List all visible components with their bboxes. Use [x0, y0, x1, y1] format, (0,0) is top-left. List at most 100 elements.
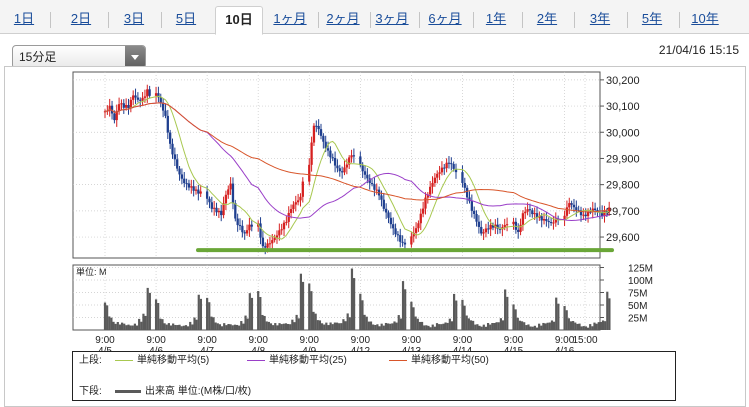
candle-body	[275, 235, 279, 238]
volume-bar	[248, 293, 251, 330]
volume-bar	[250, 297, 254, 330]
candle-body	[292, 204, 295, 210]
volume-bar	[144, 315, 147, 330]
candle-body	[310, 142, 313, 165]
volume-bar	[276, 325, 279, 330]
volume-bar	[363, 314, 366, 330]
volume-bar	[480, 326, 483, 330]
candle-body	[473, 210, 476, 215]
interval-select[interactable]: 15分足	[12, 45, 146, 69]
volume-bar	[589, 324, 592, 330]
candle-body	[227, 189, 230, 195]
volume-bar	[184, 325, 188, 330]
volume-bar	[138, 318, 141, 330]
volume-bar	[523, 322, 526, 330]
volume-bar	[246, 318, 249, 330]
candle-body	[350, 155, 353, 158]
candle-body	[421, 208, 425, 214]
candle-body	[380, 195, 383, 200]
volume-bar	[316, 320, 319, 330]
candle-body	[403, 242, 407, 245]
candle-body	[148, 89, 151, 96]
candle-body	[171, 143, 174, 155]
volume-swatch	[115, 389, 141, 393]
candle-body	[103, 111, 107, 113]
candle-body	[192, 186, 195, 191]
tab-13[interactable]: 5年	[641, 11, 663, 26]
volume-bar	[529, 326, 532, 330]
volume-tick-label: 100M	[628, 276, 653, 287]
candle-body	[134, 95, 137, 98]
volume-bar	[220, 326, 224, 330]
candle-body	[519, 224, 522, 232]
candle-body	[436, 173, 439, 178]
volume-bar	[157, 303, 160, 330]
volume-bar	[210, 316, 213, 330]
candle-body	[213, 207, 216, 209]
volume-bar	[180, 326, 183, 330]
volume-bar	[446, 322, 449, 330]
volume-bar	[235, 324, 239, 330]
tab-6[interactable]: 1ヶ月	[273, 11, 307, 26]
volume-bar	[352, 278, 356, 330]
tab-7[interactable]: 2ヶ月	[326, 11, 360, 26]
tab-14[interactable]: 10年	[691, 11, 719, 26]
volume-bar	[167, 323, 170, 330]
volume-bar	[327, 325, 330, 330]
candle-body	[470, 201, 473, 211]
candle-body	[440, 167, 444, 173]
volume-bar	[231, 325, 234, 330]
volume-bar	[374, 324, 377, 330]
candle-body	[396, 234, 400, 236]
volume-bar	[263, 315, 266, 330]
candle-body	[512, 221, 515, 225]
volume-bar	[189, 321, 192, 330]
volume-bar	[548, 322, 551, 330]
tab-2[interactable]: 2日	[70, 11, 92, 26]
candle-body	[517, 229, 520, 232]
tab-5[interactable]: 10日	[215, 6, 263, 35]
volume-bar	[195, 319, 198, 330]
candle-body	[533, 213, 536, 215]
volume-bar	[606, 291, 609, 330]
candle-body	[542, 219, 546, 221]
candle-body	[575, 207, 578, 211]
tab-4[interactable]: 5日	[175, 11, 197, 26]
candle-body	[296, 200, 300, 203]
volume-bar	[289, 324, 292, 330]
volume-bar	[591, 326, 594, 330]
candle-body	[157, 93, 160, 98]
volume-bar	[227, 323, 230, 330]
candle-body	[570, 203, 573, 205]
tab-8[interactable]: 3ヶ月	[375, 11, 409, 26]
tab-1[interactable]: 1日	[13, 11, 35, 26]
volume-bar	[342, 319, 345, 330]
volume-bar	[416, 318, 419, 330]
candle-body	[443, 167, 446, 169]
candle-body	[194, 189, 198, 191]
volume-bar	[565, 310, 568, 330]
price-tick-label: 30,200	[606, 75, 640, 87]
tab-10[interactable]: 1年	[485, 11, 507, 26]
volume-bar	[540, 325, 543, 330]
candle-body	[586, 211, 590, 217]
volume-bar	[572, 321, 575, 330]
volume-bar	[301, 281, 305, 330]
volume-bar	[282, 323, 285, 330]
chevron-down-icon[interactable]	[125, 46, 145, 68]
tab-12[interactable]: 3年	[589, 11, 611, 26]
candle-body	[129, 99, 132, 108]
candle-body	[480, 226, 483, 234]
volume-tick-label: 50M	[628, 301, 647, 312]
tab-11[interactable]: 2年	[536, 11, 558, 26]
legend-ma25-label: 単純移動平均(25)	[269, 355, 347, 366]
volume-bar	[323, 324, 326, 330]
volume-bar	[333, 322, 336, 330]
candle-body	[173, 154, 177, 160]
tab-3[interactable]: 3日	[123, 11, 145, 26]
volume-bar	[433, 326, 436, 330]
ma5-line	[104, 95, 610, 240]
volume-bar	[427, 325, 430, 330]
volume-bar	[442, 323, 445, 330]
tab-9[interactable]: 6ヶ月	[428, 11, 462, 26]
